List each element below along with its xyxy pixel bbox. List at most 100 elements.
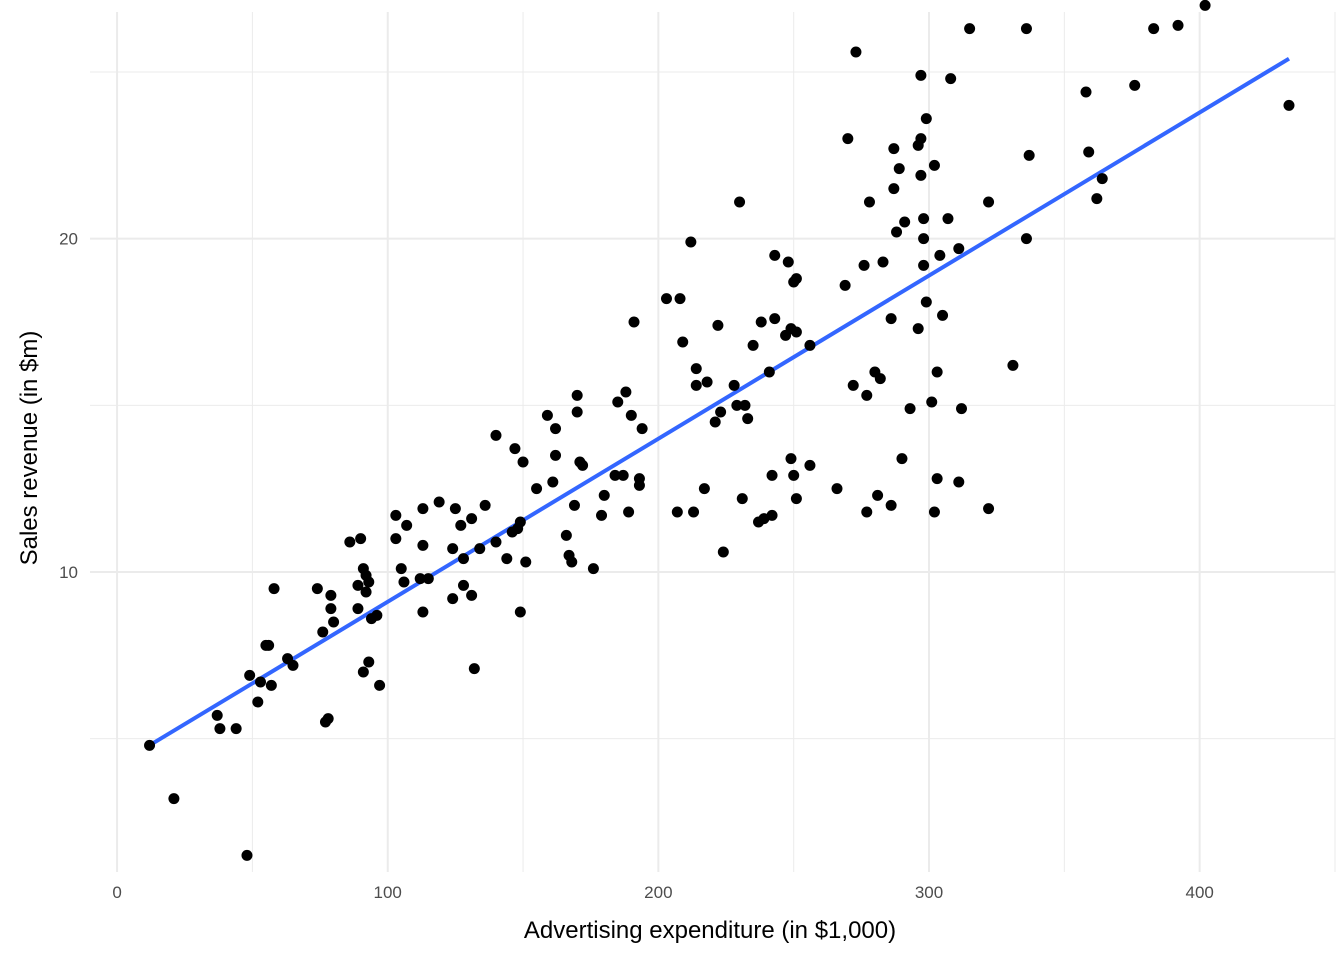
data-point <box>355 533 367 545</box>
data-point <box>931 366 943 378</box>
data-point <box>839 279 851 291</box>
data-point <box>1091 193 1103 205</box>
data-point <box>550 423 562 435</box>
data-point <box>891 226 903 238</box>
data-point <box>252 696 264 708</box>
data-point <box>633 479 645 491</box>
data-point <box>395 563 407 575</box>
data-point <box>1080 86 1092 98</box>
data-point <box>363 656 375 668</box>
data-point <box>709 416 721 428</box>
data-point <box>230 723 242 735</box>
regression-line <box>148 56 1291 748</box>
data-points <box>144 0 1295 861</box>
data-point <box>325 603 337 615</box>
data-point <box>514 606 526 618</box>
data-point <box>168 793 180 805</box>
data-point <box>904 403 916 415</box>
x-tick-label: 100 <box>374 883 402 902</box>
data-point <box>715 406 727 418</box>
data-point <box>422 573 434 585</box>
data-point <box>717 546 729 558</box>
data-point <box>928 159 940 171</box>
data-point <box>739 399 751 411</box>
data-point <box>317 626 329 638</box>
x-axis-title: Advertising expenditure (in $1,000) <box>524 917 896 944</box>
y-axis-title: Sales revenue (in $m) <box>16 331 43 566</box>
data-point <box>782 256 794 268</box>
data-point <box>547 476 559 488</box>
data-point <box>731 399 743 411</box>
data-point <box>1199 0 1211 11</box>
data-point <box>623 506 635 518</box>
data-point <box>1172 19 1184 31</box>
data-point <box>899 216 911 228</box>
data-point <box>398 576 410 588</box>
data-point <box>690 379 702 391</box>
data-point <box>861 389 873 401</box>
data-point <box>937 309 949 321</box>
data-point <box>874 373 886 385</box>
data-point <box>688 506 700 518</box>
data-point <box>769 249 781 261</box>
data-point <box>550 449 562 461</box>
grid-lines <box>90 12 1336 872</box>
regression-line-group <box>148 56 1291 748</box>
data-point <box>926 396 938 408</box>
data-point <box>265 679 277 691</box>
data-point <box>893 163 905 175</box>
data-point <box>804 339 816 351</box>
data-point <box>357 666 369 678</box>
data-point <box>322 713 334 725</box>
data-point <box>352 603 364 615</box>
data-point <box>1129 79 1141 91</box>
data-point <box>244 669 256 681</box>
data-point <box>598 489 610 501</box>
data-point <box>964 23 976 35</box>
data-point <box>447 593 459 605</box>
data-point <box>531 483 543 495</box>
data-point <box>915 69 927 81</box>
data-point <box>433 496 445 508</box>
data-point <box>360 586 372 598</box>
data-point <box>417 606 429 618</box>
data-point <box>625 409 637 421</box>
data-point <box>698 483 710 495</box>
data-point <box>468 663 480 675</box>
data-point <box>677 336 689 348</box>
data-point <box>861 506 873 518</box>
data-point <box>690 363 702 375</box>
data-point <box>920 296 932 308</box>
data-point <box>636 423 648 435</box>
data-point <box>788 469 800 481</box>
data-point <box>344 536 356 548</box>
data-point <box>241 849 253 861</box>
data-point <box>509 443 521 455</box>
data-point <box>804 459 816 471</box>
data-point <box>912 323 924 335</box>
data-point <box>918 259 930 271</box>
data-point <box>371 609 383 621</box>
data-point <box>501 553 513 565</box>
data-point <box>888 183 900 195</box>
data-point <box>885 499 897 511</box>
data-point <box>769 313 781 325</box>
data-point <box>311 583 323 595</box>
data-point <box>566 556 578 568</box>
data-point <box>474 543 486 555</box>
data-point <box>685 236 697 248</box>
data-point <box>956 403 967 415</box>
data-point <box>490 429 502 441</box>
x-tick-label: 300 <box>915 883 943 902</box>
data-point <box>785 453 797 465</box>
data-point <box>790 493 802 505</box>
data-point <box>747 339 759 351</box>
data-point <box>660 293 672 305</box>
data-point <box>263 639 275 651</box>
data-point <box>983 196 995 208</box>
data-point <box>417 503 429 515</box>
data-point <box>766 469 778 481</box>
data-point <box>255 676 267 688</box>
data-point <box>928 506 940 518</box>
data-point <box>517 456 529 468</box>
